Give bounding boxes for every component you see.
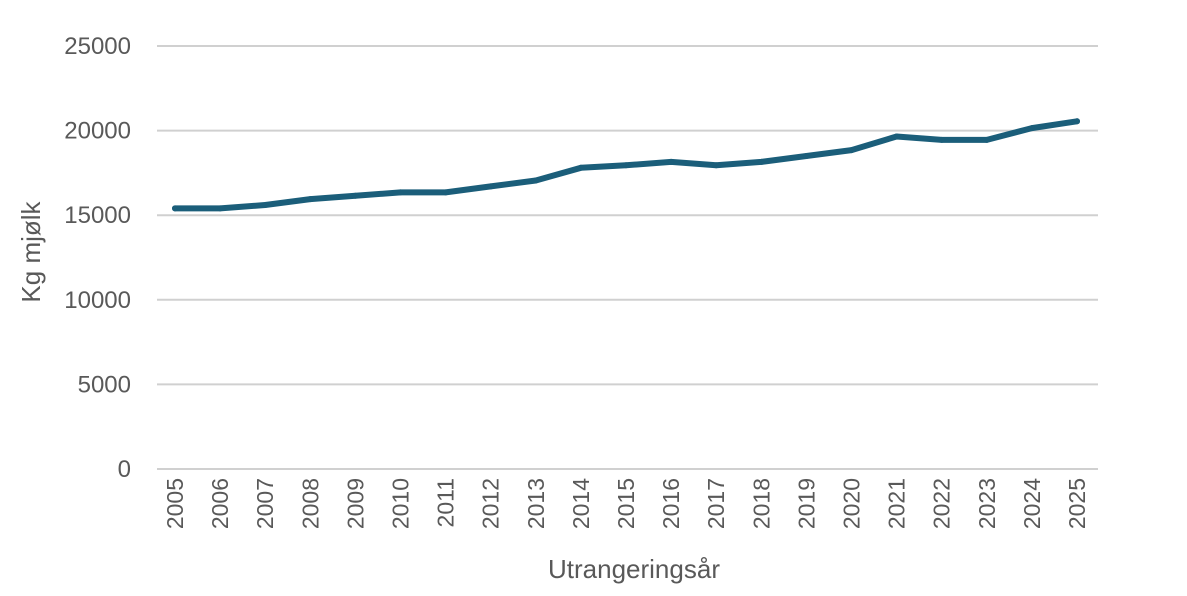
data-point-2019	[803, 153, 810, 159]
x-tick-label: 2012	[478, 478, 504, 529]
data-point-2025	[1074, 118, 1080, 125]
data-point-2007	[262, 202, 269, 208]
data-point-2006	[217, 205, 224, 212]
data-point-2021	[893, 133, 900, 140]
y-axis-label: Kg mjølk	[16, 200, 46, 302]
x-axis-ticks: 2005 2006 2007 2008 2009 2010 2011 2012 2013 2014…	[162, 478, 1090, 529]
x-tick-label: 2017	[703, 478, 729, 529]
x-tick-label: 2009	[342, 478, 368, 529]
x-tick-label: 2013	[523, 478, 549, 529]
x-tick-label: 2023	[974, 478, 1000, 529]
x-tick-label: 2016	[658, 478, 684, 529]
gridlines	[157, 45, 1098, 470]
data-point-2016	[668, 158, 675, 165]
y-axis-ticks: 0 5000 10000 15000 20000 25000	[64, 33, 131, 483]
x-tick-label: 2015	[613, 478, 639, 529]
data-point-2010	[397, 189, 404, 196]
series-layer	[172, 118, 1080, 212]
data-point-2011	[442, 189, 449, 196]
data-point-2009	[352, 192, 359, 199]
x-tick-label: 2011	[433, 478, 459, 527]
data-point-2017	[713, 162, 720, 169]
data-point-2012	[487, 183, 494, 190]
x-tick-label: 2014	[568, 478, 594, 529]
x-tick-label: 2007	[252, 478, 278, 529]
data-point-2014	[577, 164, 584, 171]
x-tick-label: 2018	[748, 478, 774, 529]
x-tick-label: 2008	[297, 478, 323, 529]
data-point-2018	[758, 158, 765, 165]
data-point-2020	[848, 147, 855, 154]
x-tick-label: 2005	[162, 478, 188, 529]
x-tick-label: 2025	[1064, 478, 1090, 529]
y-tick-label: 0	[118, 456, 131, 483]
data-point-2015	[623, 162, 629, 169]
x-tick-label: 2020	[839, 478, 865, 529]
data-point-2024	[1028, 125, 1035, 132]
data-point-2013	[532, 177, 539, 184]
data-point-2022	[938, 136, 945, 143]
y-tick-label: 5000	[78, 371, 131, 398]
x-tick-label: 2024	[1019, 478, 1045, 529]
x-tick-label: 2010	[388, 478, 414, 529]
data-point-2008	[307, 196, 314, 203]
y-tick-label: 10000	[64, 287, 131, 314]
x-tick-label: 2019	[793, 478, 819, 529]
y-tick-label: 25000	[64, 33, 131, 60]
data-point-2023	[983, 136, 990, 143]
x-tick-label: 2022	[929, 478, 955, 529]
x-tick-label: 2006	[207, 478, 233, 529]
x-tick-label: 2021	[884, 478, 910, 529]
y-tick-label: 20000	[64, 118, 131, 145]
y-tick-label: 15000	[64, 202, 131, 229]
x-axis-label: Utrangeringsår	[548, 554, 720, 584]
data-point-2005	[172, 205, 178, 212]
